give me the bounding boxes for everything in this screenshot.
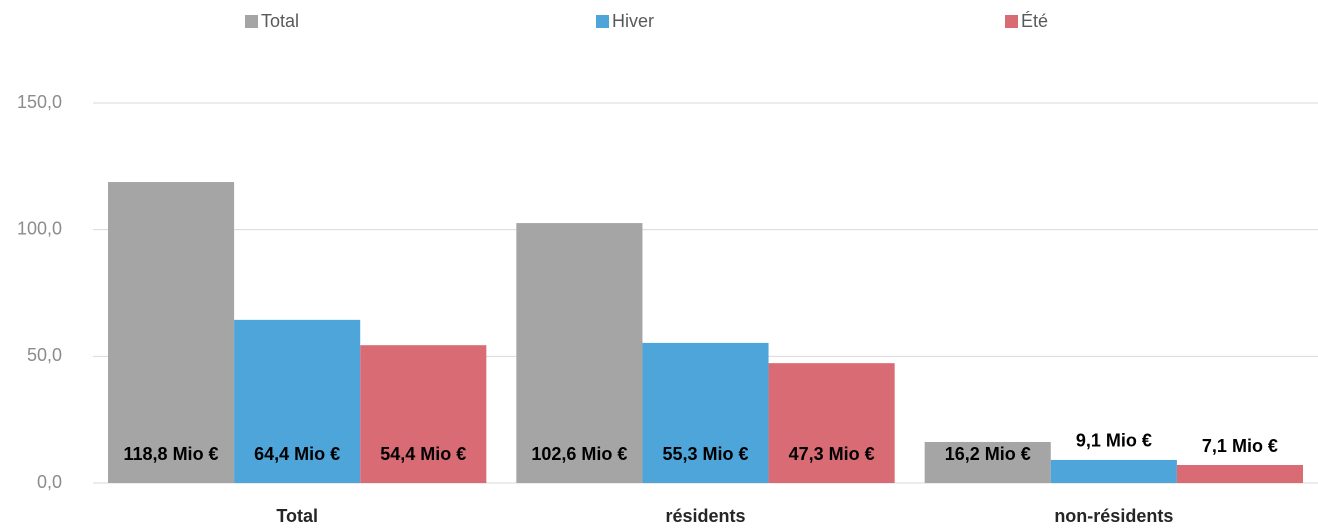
data-label: 54,4 Mio € xyxy=(380,444,466,464)
y-tick-label: 0,0 xyxy=(37,472,62,492)
bar xyxy=(768,363,895,483)
y-tick-label: 150,0 xyxy=(17,92,62,112)
data-label: 118,8 Mio € xyxy=(124,444,219,464)
bar xyxy=(108,182,235,484)
data-label: 102,6 Mio € xyxy=(531,444,627,464)
legend-swatch xyxy=(245,15,258,28)
y-tick-label: 50,0 xyxy=(27,345,62,365)
data-label: 9,1 Mio € xyxy=(1076,431,1152,451)
data-label: 16,2 Mio € xyxy=(945,444,1031,464)
data-label: 64,4 Mio € xyxy=(254,444,340,464)
legend-label: Total xyxy=(261,11,299,31)
bar xyxy=(1050,459,1177,483)
bar xyxy=(1176,465,1303,483)
bar xyxy=(234,319,361,483)
x-tick-label: Total xyxy=(276,506,318,526)
bar xyxy=(360,345,487,483)
legend-swatch xyxy=(596,15,609,28)
data-label: 55,3 Mio € xyxy=(662,444,748,464)
x-tick-label: résidents xyxy=(665,506,745,526)
bar xyxy=(642,342,769,483)
x-tick-label: non-résidents xyxy=(1054,506,1173,526)
bar xyxy=(924,441,1051,483)
legend-swatch xyxy=(1005,15,1018,28)
data-label: 7,1 Mio € xyxy=(1202,436,1278,456)
bar xyxy=(516,223,643,483)
legend-label: Été xyxy=(1021,11,1048,31)
data-label: 47,3 Mio € xyxy=(789,444,875,464)
legend-label: Hiver xyxy=(612,11,654,31)
y-tick-label: 100,0 xyxy=(17,218,62,238)
